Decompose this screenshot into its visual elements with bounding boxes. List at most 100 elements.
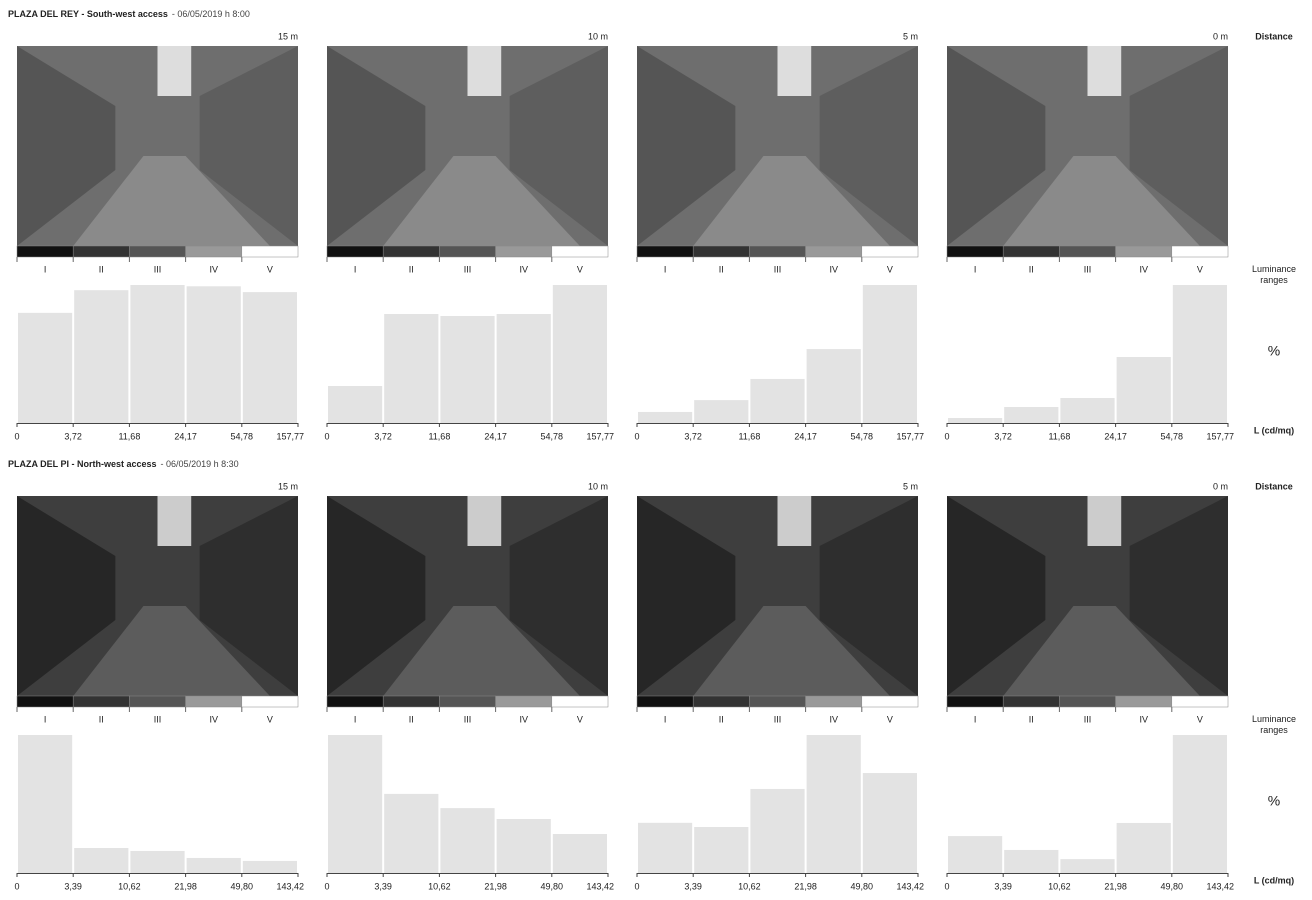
range-label: V	[267, 264, 273, 274]
range-swatch	[495, 245, 553, 258]
bar	[18, 312, 73, 423]
photo-sky	[1087, 496, 1122, 546]
bar	[384, 314, 439, 423]
x-tick-label: 54,78	[1161, 431, 1184, 441]
bar	[496, 314, 551, 423]
x-tick-label: 0	[944, 431, 949, 441]
range-swatch	[551, 245, 609, 258]
x-tick-label: 11,68	[428, 431, 450, 441]
photo-wall	[947, 46, 1046, 246]
photo-wall	[1129, 46, 1228, 246]
x-tick-label: 3,72	[374, 431, 392, 441]
range-swatch	[382, 245, 440, 258]
x-tick-label: 3,39	[994, 881, 1012, 891]
range-swatch	[72, 245, 130, 258]
bar	[440, 808, 495, 873]
range-label: V	[577, 714, 583, 724]
x-tick-label: 3,72	[994, 431, 1012, 441]
range-label: V	[887, 714, 893, 724]
range-label: III	[1084, 264, 1092, 274]
photo-ground	[383, 156, 580, 246]
distance: 0 m	[1213, 31, 1228, 41]
bar	[1004, 849, 1059, 873]
section-name: PLAZA DEL REY - South-west access	[8, 9, 168, 19]
range-swatch	[692, 695, 750, 708]
bar	[694, 400, 749, 423]
range-label: IV	[829, 714, 838, 724]
range-swatch	[185, 695, 243, 708]
range-label: I	[44, 714, 47, 724]
photo-wall	[637, 496, 736, 696]
range-label: IV	[1139, 714, 1148, 724]
range-swatch	[185, 245, 243, 258]
bar	[18, 735, 73, 873]
photo-wall	[947, 496, 1046, 696]
x-tick-label: 49,80	[541, 881, 564, 891]
x-tick-label: 3,72	[684, 431, 702, 441]
bar	[750, 788, 805, 873]
range-label: V	[1197, 714, 1203, 724]
photo-wall	[199, 46, 298, 246]
x-tick-label: 49,80	[1161, 881, 1184, 891]
range-swatch	[326, 695, 384, 708]
range-swatch	[72, 695, 130, 708]
ranges-label: Luminance ranges	[1251, 714, 1297, 735]
bar	[552, 285, 607, 423]
x-tick-label: 3,39	[374, 881, 392, 891]
x-tick-label: 10,62	[428, 881, 451, 891]
photo-ground	[693, 156, 890, 246]
bar	[1172, 285, 1227, 423]
x-tick-label: 49,80	[231, 881, 254, 891]
x-tick-label: 10,62	[118, 881, 141, 891]
photo-sky	[1087, 46, 1122, 96]
x-tick-label: 11,68	[1048, 431, 1070, 441]
range-label: V	[577, 264, 583, 274]
range-swatch	[861, 245, 919, 258]
x-tick-label: 54,78	[231, 431, 254, 441]
range-swatch	[805, 245, 863, 258]
x-tick-label: 21,98	[794, 881, 817, 891]
bar	[186, 286, 241, 423]
x-tick-label: 157,77	[896, 431, 924, 441]
range-label: II	[409, 264, 414, 274]
range-label: III	[1084, 714, 1092, 724]
photo-sky	[777, 496, 812, 546]
photo-wall	[17, 496, 116, 696]
range-swatch	[946, 245, 1004, 258]
range-swatch	[1115, 245, 1173, 258]
range-label: I	[664, 264, 667, 274]
range-swatch	[439, 245, 496, 258]
range-label: II	[719, 264, 724, 274]
percent-label: %	[1268, 793, 1280, 809]
photo-ground	[1003, 606, 1200, 696]
range-label: IV	[209, 264, 218, 274]
bar	[130, 285, 185, 423]
range-label: III	[464, 264, 472, 274]
bar	[328, 735, 383, 873]
bar	[74, 290, 129, 423]
ranges-label-box: Luminance ranges	[1252, 264, 1296, 285]
x-tick-label: 0	[14, 431, 19, 441]
bar	[130, 850, 185, 873]
range-label: I	[974, 714, 977, 724]
x-tick-label: 0	[324, 431, 329, 441]
section-name: PLAZA DEL PI - North-west access	[8, 459, 157, 469]
range-swatch	[241, 245, 299, 258]
distance: 5 m	[903, 31, 918, 41]
range-label: I	[664, 714, 667, 724]
range-swatch	[749, 245, 806, 258]
x-tick-label: 0	[14, 881, 19, 891]
distance: 15 m	[278, 481, 298, 491]
range-label: IV	[519, 264, 528, 274]
photo-wall	[199, 496, 298, 696]
x-tick-label: 3,39	[684, 881, 702, 891]
x-tick-label: 0	[634, 881, 639, 891]
x-tick-label: 49,80	[851, 881, 874, 891]
range-label: IV	[209, 714, 218, 724]
distance: 5 m	[903, 481, 918, 491]
range-swatch	[129, 695, 186, 708]
x-tick-label: 157,77	[586, 431, 614, 441]
bar	[862, 285, 917, 423]
bar	[496, 819, 551, 873]
ranges-label-box: Luminance ranges	[1251, 714, 1297, 735]
